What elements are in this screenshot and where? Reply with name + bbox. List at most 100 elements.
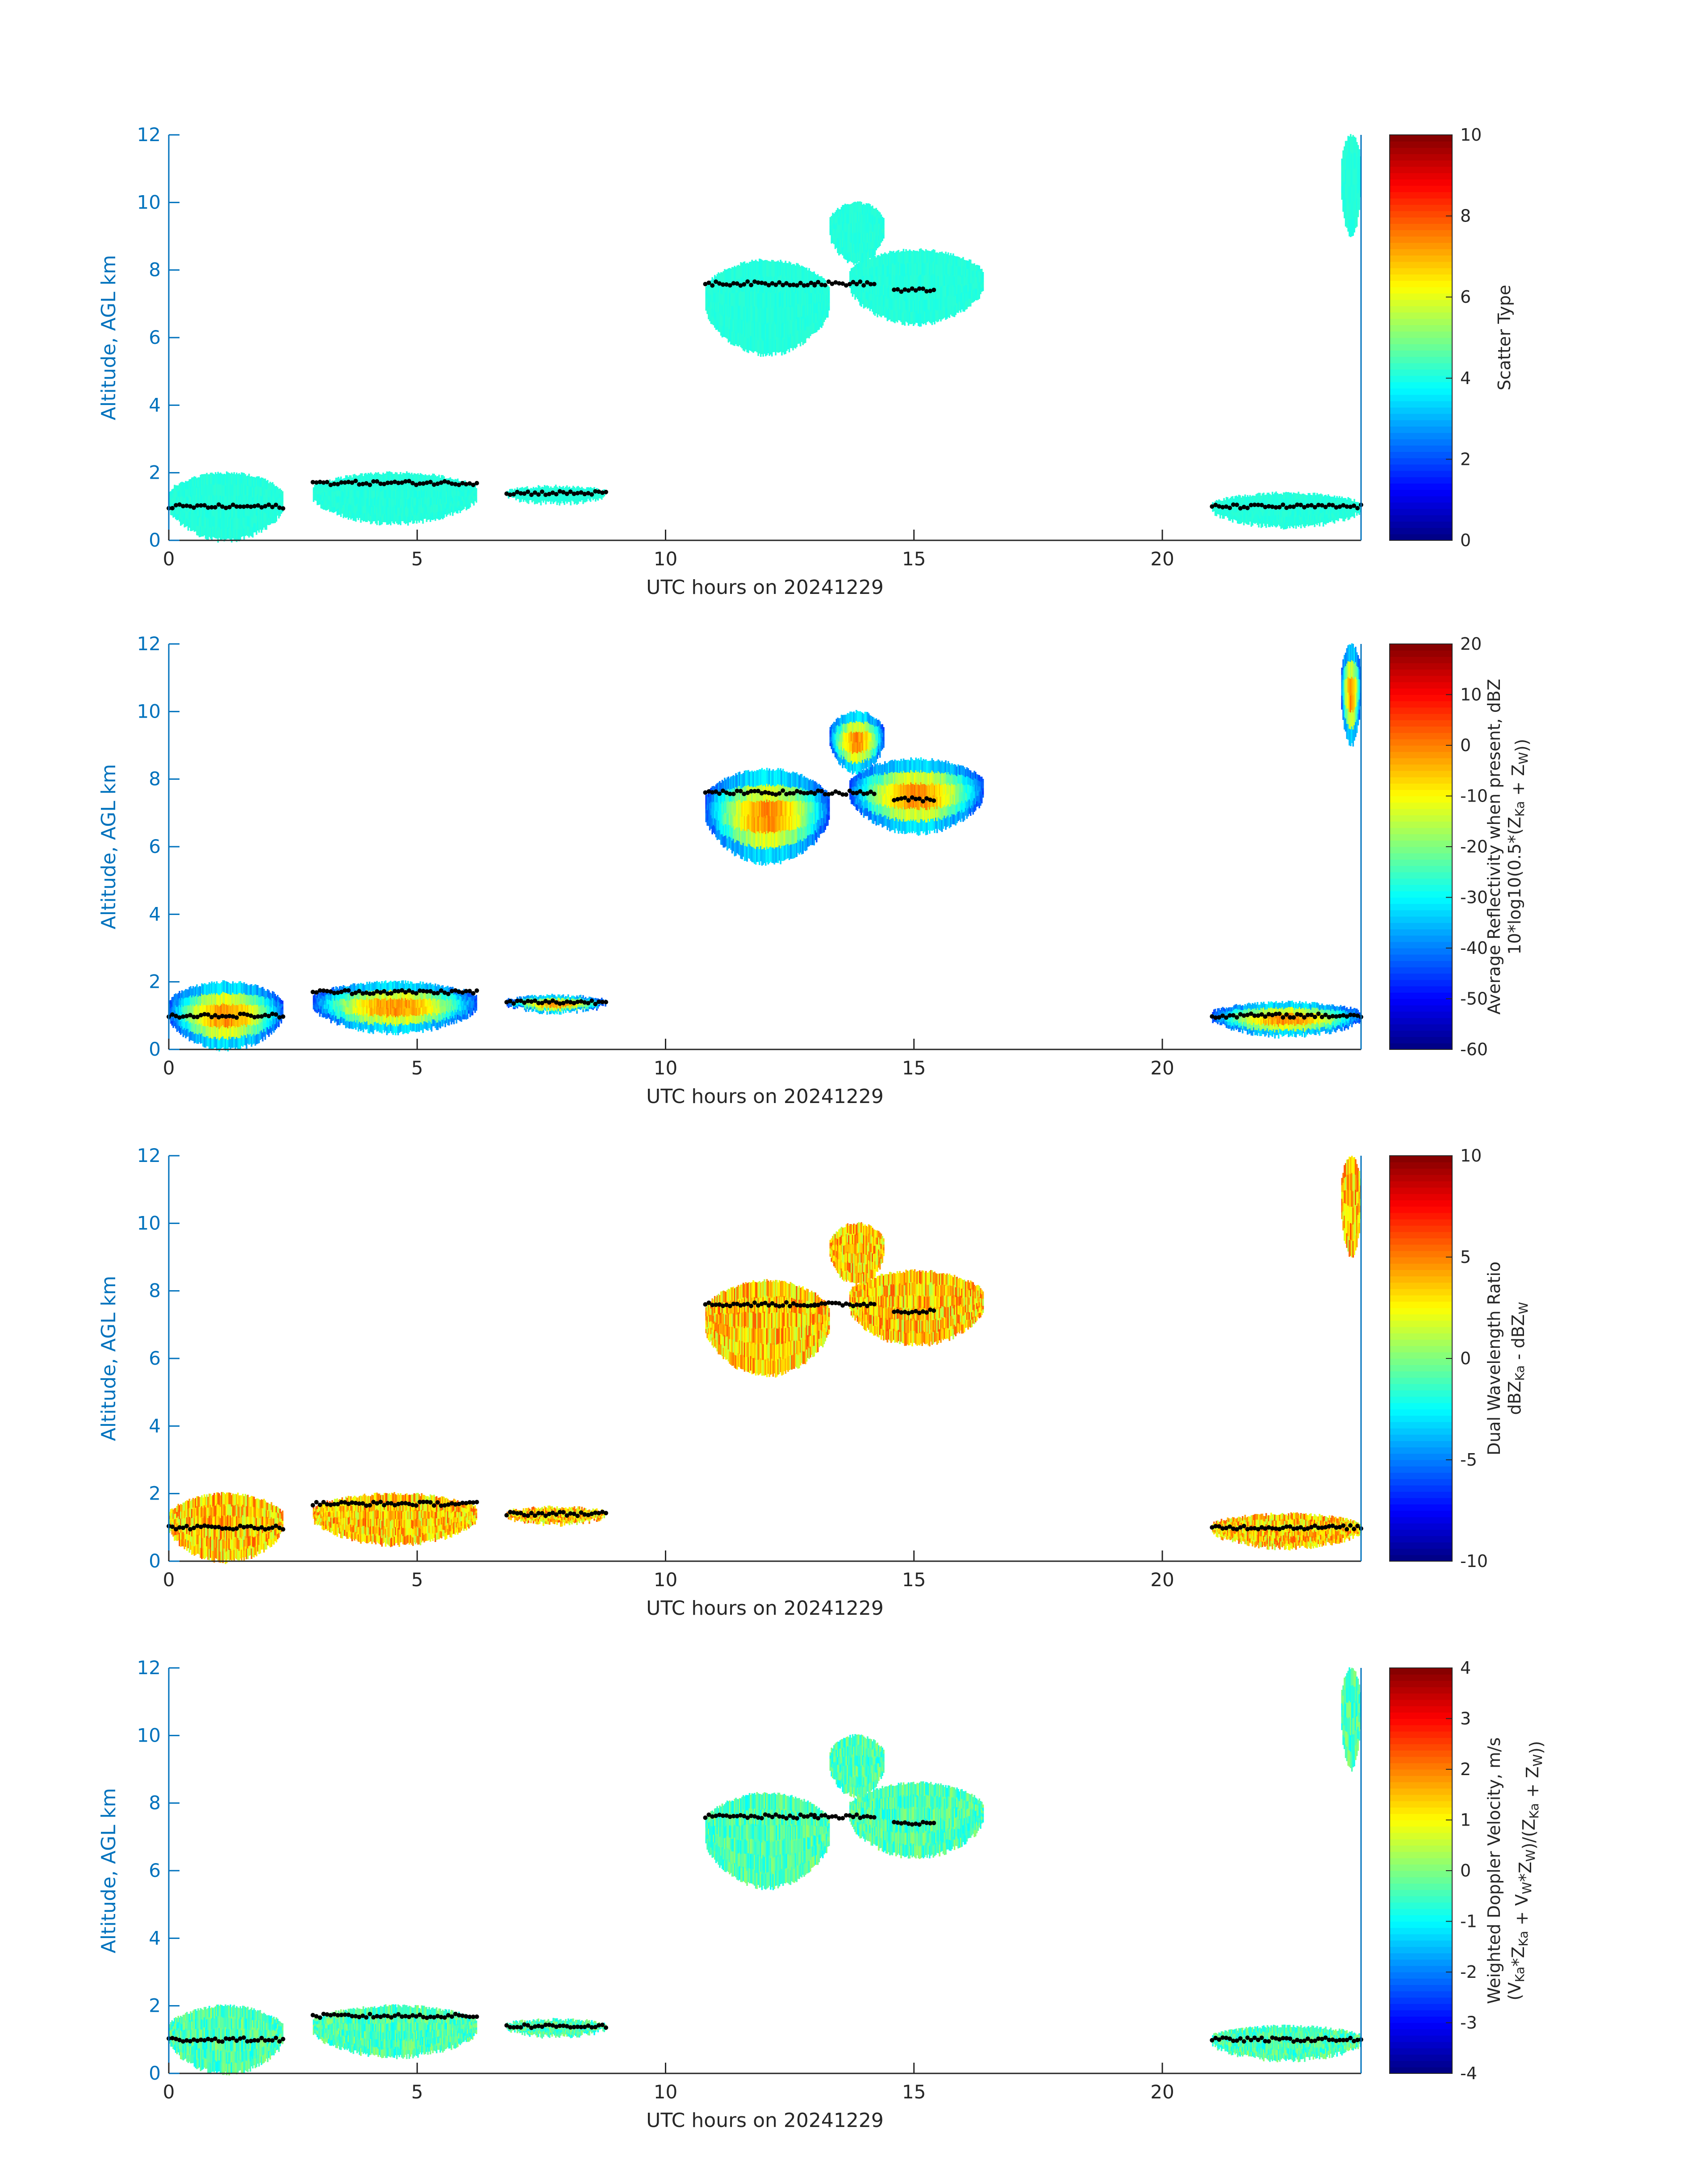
cell bbox=[833, 213, 835, 219]
cell bbox=[706, 298, 708, 304]
colorbar-band bbox=[1390, 312, 1452, 319]
cell bbox=[722, 271, 724, 283]
cell bbox=[837, 208, 839, 216]
cell bbox=[209, 495, 210, 506]
cell bbox=[864, 253, 866, 264]
cell bbox=[196, 487, 198, 497]
cell bbox=[865, 212, 867, 222]
cell bbox=[852, 203, 854, 213]
cell bbox=[1346, 184, 1348, 199]
cell bbox=[875, 208, 877, 215]
cell bbox=[890, 309, 892, 322]
cell bbox=[755, 259, 757, 276]
cell bbox=[934, 299, 935, 312]
cell bbox=[883, 274, 885, 285]
cell bbox=[799, 333, 802, 347]
cell bbox=[824, 293, 827, 300]
cell bbox=[798, 304, 800, 318]
cell bbox=[962, 257, 964, 267]
cell bbox=[850, 242, 852, 253]
cell bbox=[1349, 169, 1350, 187]
cell bbox=[872, 248, 873, 258]
cell bbox=[890, 263, 892, 275]
cell bbox=[244, 494, 246, 506]
cell bbox=[188, 487, 191, 496]
cell bbox=[844, 204, 846, 213]
cell bbox=[771, 340, 773, 357]
cell bbox=[788, 337, 790, 352]
cell bbox=[891, 263, 894, 275]
colorbar-tick-label: 2 bbox=[1460, 449, 1471, 469]
cell bbox=[1355, 138, 1357, 153]
cell bbox=[778, 322, 781, 338]
trace-point bbox=[280, 506, 285, 511]
cell bbox=[915, 298, 917, 311]
cell bbox=[237, 485, 239, 496]
cell bbox=[934, 311, 935, 325]
cell bbox=[176, 514, 178, 521]
cell bbox=[961, 267, 963, 276]
cell bbox=[258, 514, 260, 523]
cell bbox=[1352, 185, 1354, 203]
cell bbox=[863, 284, 865, 292]
cell bbox=[812, 282, 814, 293]
cell bbox=[249, 486, 251, 497]
cell bbox=[939, 308, 940, 320]
cell bbox=[875, 257, 877, 267]
cell bbox=[775, 262, 777, 278]
cell bbox=[873, 232, 875, 241]
cell bbox=[780, 321, 781, 337]
cell bbox=[879, 276, 881, 287]
cell bbox=[875, 276, 877, 286]
cell bbox=[867, 276, 869, 284]
cell bbox=[878, 241, 880, 247]
cell bbox=[888, 264, 889, 276]
cell bbox=[951, 275, 953, 286]
cell bbox=[950, 304, 952, 315]
cell bbox=[181, 481, 183, 489]
cell bbox=[259, 495, 261, 504]
cell bbox=[891, 309, 894, 322]
cell bbox=[756, 261, 758, 277]
cell bbox=[856, 269, 859, 276]
cell bbox=[209, 484, 212, 495]
cell bbox=[911, 251, 913, 264]
cell bbox=[752, 337, 754, 353]
cell bbox=[540, 502, 542, 506]
cell bbox=[260, 496, 263, 506]
cell bbox=[726, 315, 728, 327]
cell bbox=[854, 271, 856, 277]
colorbar-tick-label: 4 bbox=[1460, 368, 1471, 388]
cell bbox=[282, 501, 284, 506]
cell bbox=[894, 311, 896, 323]
cell bbox=[762, 276, 764, 293]
cell bbox=[942, 253, 944, 264]
cell bbox=[221, 518, 223, 530]
cell bbox=[1357, 205, 1359, 217]
cell bbox=[771, 292, 773, 309]
cell bbox=[940, 298, 942, 310]
cell bbox=[872, 302, 873, 312]
cell bbox=[220, 495, 221, 507]
cell bbox=[247, 495, 249, 506]
cell bbox=[925, 299, 927, 313]
cell bbox=[794, 307, 797, 321]
cell bbox=[1345, 197, 1347, 213]
cell bbox=[962, 284, 964, 294]
cell bbox=[852, 277, 854, 283]
cell bbox=[233, 494, 235, 506]
cell bbox=[824, 286, 827, 294]
cell bbox=[770, 323, 772, 339]
cell bbox=[265, 521, 267, 530]
cell bbox=[927, 309, 929, 322]
cell bbox=[234, 485, 236, 497]
cell bbox=[844, 222, 846, 232]
cell bbox=[861, 262, 864, 269]
cell bbox=[719, 302, 721, 313]
colorbar-band bbox=[1390, 179, 1452, 186]
cell bbox=[853, 233, 855, 244]
x-tick-label: 0 bbox=[163, 548, 175, 570]
cell bbox=[860, 202, 862, 213]
cell bbox=[872, 266, 873, 276]
cell bbox=[860, 270, 862, 278]
